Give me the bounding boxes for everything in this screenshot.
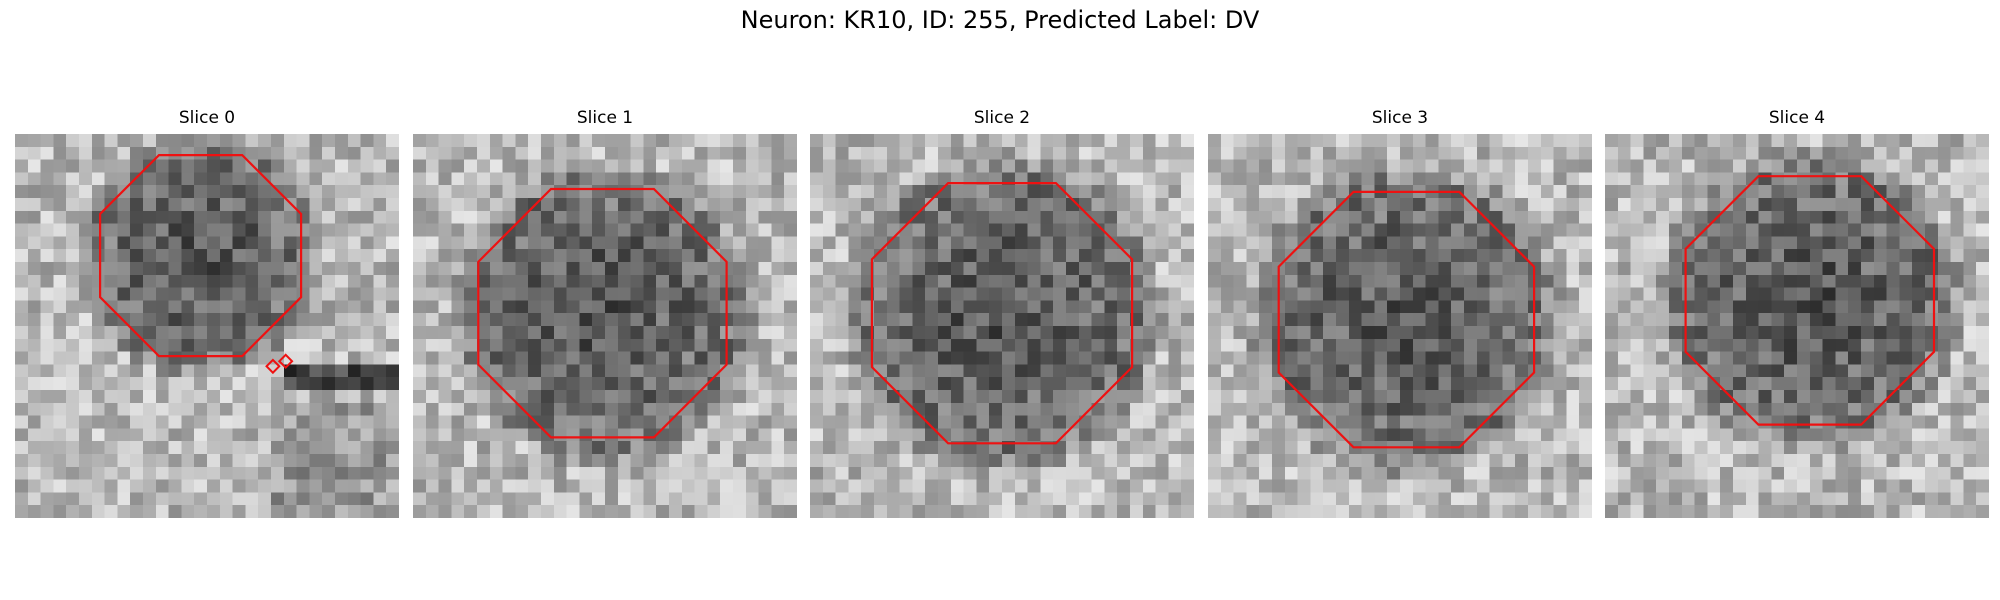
segmentation-contour (477, 187, 728, 439)
slice-panel-1: Slice 1 (413, 108, 797, 518)
slice-image-3 (1208, 134, 1592, 518)
slice-title: Slice 3 (1371, 108, 1429, 128)
segmentation-contour (98, 154, 303, 358)
slice-panel-4: Slice 4 (1605, 108, 1989, 518)
slice-title: Slice 4 (1768, 108, 1826, 128)
figure-title: Neuron: KR10, ID: 255, Predicted Label: … (740, 6, 1260, 34)
slice-title: Slice 0 (178, 108, 236, 128)
slice-panel-3: Slice 3 (1208, 108, 1592, 518)
slice-panel-2: Slice 2 (810, 108, 1194, 518)
slice-title: Slice 2 (973, 108, 1031, 128)
slice-image-4 (1605, 134, 1989, 518)
segmentation-contour (1684, 175, 1936, 426)
slice-title: Slice 1 (576, 108, 634, 128)
segmentation-contour (870, 181, 1134, 445)
segmentation-contour (1277, 190, 1536, 449)
slice-image-1 (413, 134, 797, 518)
slice-image-2 (810, 134, 1194, 518)
segmentation-fragment (277, 353, 294, 369)
slice-panel-0: Slice 0 (15, 108, 399, 518)
slice-image-0 (15, 134, 399, 518)
segmentation-fragment (265, 358, 281, 375)
